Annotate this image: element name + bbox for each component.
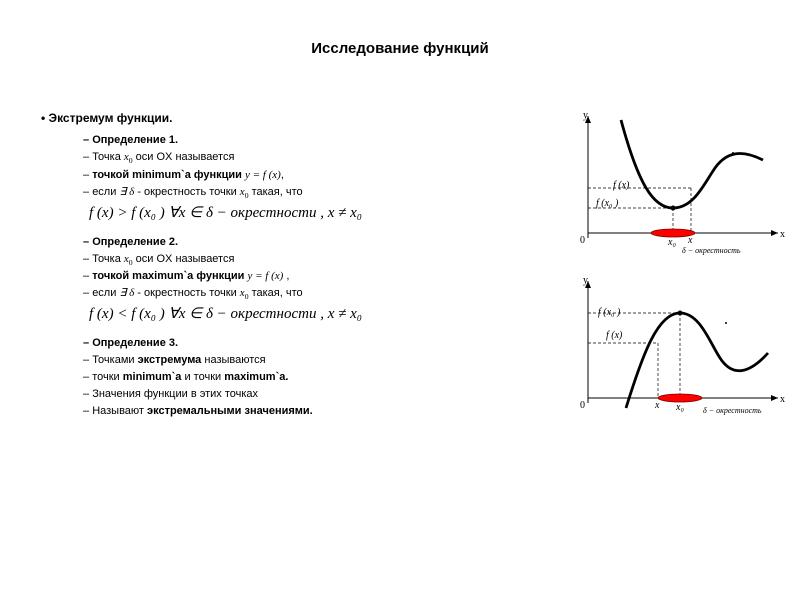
t: такая, что	[249, 186, 303, 198]
t: оси OX называется	[133, 151, 235, 163]
def2-formula: f (x) < f (x₀ ) ∀x ∈ δ − окрестности , x…	[89, 304, 525, 326]
t: - окрестность точки	[134, 287, 240, 299]
def3-l2: точки minimum`а и точки maximum`а.	[83, 370, 525, 386]
origin-label: 0	[580, 235, 585, 246]
def1-line3: если ∃ δ - окрестность точки x0 такая, ч…	[83, 185, 525, 201]
y-axis-label: y	[583, 110, 588, 121]
sym: ∃ δ	[119, 186, 134, 198]
def1-heading: Определение 1.	[83, 133, 525, 149]
t: ,	[283, 270, 289, 282]
graph-maximum: y x 0 x₀ x f (x₀ ) f (x) δ − окрестность	[558, 273, 788, 428]
x0-label: x₀	[675, 402, 684, 413]
t: называются	[201, 354, 265, 366]
x0: x0	[240, 287, 249, 299]
t: Точками	[92, 354, 137, 366]
delta-label: δ − окрестность	[682, 246, 741, 255]
def3-heading: Определение 3.	[83, 336, 525, 352]
t: если	[92, 287, 119, 299]
t: экстремальными значениями.	[147, 405, 313, 417]
t: - окрестность точки	[134, 186, 240, 198]
def2-line2: точкой maximum`а функции y = f (x) ,	[83, 269, 525, 285]
origin-label: 0	[580, 400, 585, 411]
graph-minimum: y x 0 x₀ x f (x) f (x₀ ) δ − окрестность	[558, 108, 788, 263]
x0: x0	[124, 253, 133, 265]
def2-line3: если ∃ δ - окрестность точки x0 такая, ч…	[83, 286, 525, 302]
def3-l1: Точками экстремума называются	[83, 353, 525, 369]
sym: ∃ δ	[119, 287, 134, 299]
t: точкой minimum`а функции	[92, 169, 245, 181]
def2-line1: Точка x0 оси OX называется	[83, 252, 525, 268]
fx-label: f (x)	[613, 180, 630, 191]
t: точки	[92, 371, 123, 383]
definition-3: Определение 3. Точками экстремума называ…	[83, 336, 525, 420]
t: оси OX называется	[133, 253, 235, 265]
eq: y = f (x)	[247, 270, 283, 282]
t: minimum`а	[123, 371, 182, 383]
def2-heading: Определение 2.	[83, 235, 525, 251]
x-axis-label: x	[780, 229, 785, 240]
t: точкой maximum`а функции	[92, 270, 247, 282]
text-content: Экстремум функции. Определение 1. Точка …	[55, 110, 525, 430]
graphs-panel: y x 0 x₀ x f (x) f (x₀ ) δ − окрестность	[558, 108, 788, 438]
fx0-label: f (x₀ )	[598, 307, 621, 318]
fx-label: f (x)	[606, 330, 623, 341]
definition-1: Определение 1. Точка x0 оси OX называетс…	[83, 133, 525, 224]
fx0-label: f (x₀ )	[596, 198, 619, 209]
def3-l4: Называют экстремальными значениями.	[83, 404, 525, 420]
x-point-label: x	[687, 235, 693, 246]
def1-line2: точкой minimum`а функции y = f (x),	[83, 168, 525, 184]
y-axis-label: y	[583, 275, 588, 286]
t: Точка	[92, 151, 124, 163]
t: Точка	[92, 253, 124, 265]
t: если	[92, 186, 119, 198]
def1-formula: f (x) > f (x₀ ) ∀x ∈ δ − окрестности , x…	[89, 203, 525, 225]
t: Называют	[92, 405, 147, 417]
eq: y = f (x)	[245, 169, 281, 181]
t: экстремума	[138, 354, 202, 366]
definition-2: Определение 2. Точка x0 оси OX называетс…	[83, 235, 525, 326]
x-axis-label: x	[780, 394, 785, 405]
x-point-label: x	[654, 400, 660, 411]
section-heading: Экстремум функции.	[55, 110, 525, 127]
page-title: Исследование функций	[0, 40, 800, 57]
delta-label: δ − окрестность	[703, 406, 762, 415]
t: ,	[281, 169, 284, 181]
x0: x0	[124, 151, 133, 163]
def1-line1: Точка x0 оси OX называется	[83, 150, 525, 166]
x0: x0	[240, 186, 249, 198]
t: и точки	[181, 371, 224, 383]
x0-label: x₀	[667, 237, 676, 248]
t: maximum`а.	[224, 371, 288, 383]
def3-l3: Значения функции в этих точках	[83, 387, 525, 403]
t: такая, что	[249, 287, 303, 299]
